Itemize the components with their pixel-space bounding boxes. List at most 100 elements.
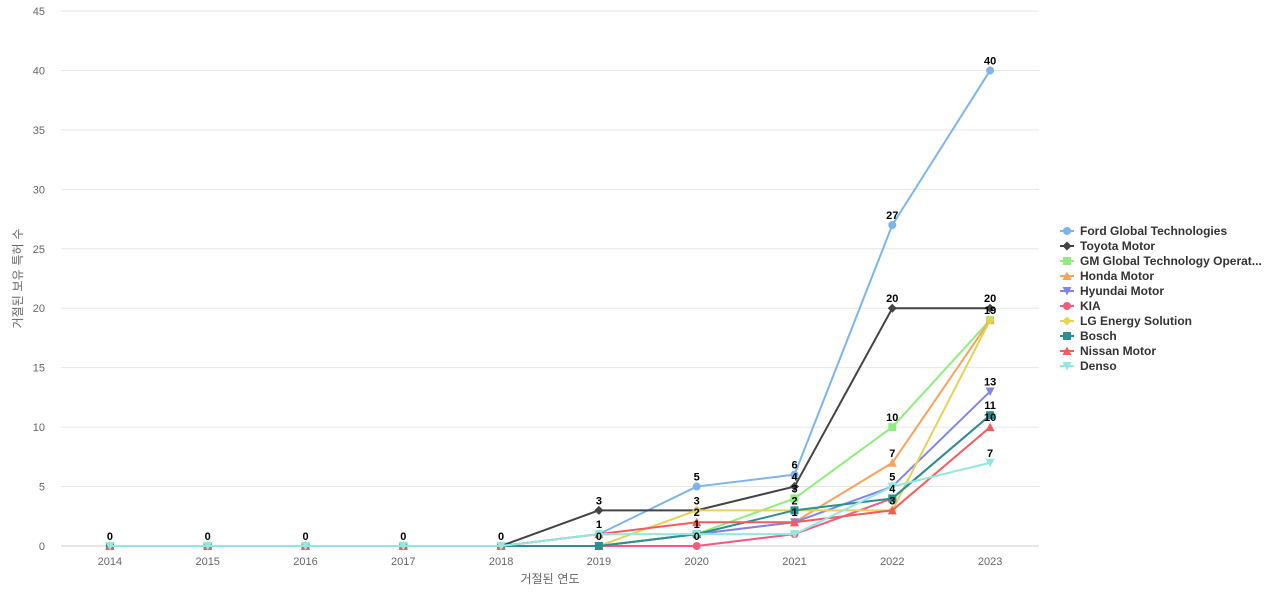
y-tick-label: 25 [33, 244, 45, 256]
legend-marker [1062, 241, 1072, 251]
data-label: 4 [889, 483, 896, 495]
data-point [692, 482, 701, 491]
data-point [594, 542, 603, 550]
y-tick-label: 20 [33, 303, 45, 315]
legend-marker [1063, 332, 1071, 340]
legend-item[interactable]: Denso [1060, 359, 1117, 373]
series-10 [105, 458, 995, 551]
legend-marker [1062, 346, 1072, 355]
data-label: 2 [791, 495, 797, 507]
x-tick-label: 2018 [489, 556, 513, 568]
legend-marker [1062, 271, 1072, 280]
x-axis-title: 거절된 연도 [520, 572, 579, 586]
legend-item[interactable]: Honda Motor [1060, 269, 1154, 283]
data-label: 3 [791, 483, 797, 495]
series-line [109, 414, 991, 547]
data-point [692, 505, 702, 515]
legend-item[interactable]: LG Energy Solution [1060, 314, 1192, 328]
data-label: 1 [596, 519, 602, 531]
y-tick-label: 40 [33, 65, 45, 77]
data-label: 0 [107, 531, 113, 543]
x-tick-label: 2021 [782, 556, 806, 568]
data-point [887, 458, 897, 467]
legend-label: GM Global Technology Operat... [1080, 254, 1262, 268]
data-point [301, 542, 310, 551]
legend-item[interactable]: Bosch [1060, 329, 1117, 343]
data-point [692, 517, 702, 527]
legend-label: Ford Global Technologies [1080, 224, 1227, 238]
series-line [109, 461, 991, 547]
data-label: 2 [694, 507, 700, 519]
legend-label: Honda Motor [1080, 269, 1154, 283]
data-label: 0 [596, 531, 602, 543]
data-label: 0 [694, 531, 700, 543]
data-point [985, 458, 995, 468]
y-tick-label: 15 [33, 363, 45, 375]
data-point [986, 66, 995, 75]
legend-label: Nissan Motor [1080, 344, 1156, 358]
series-line [109, 319, 991, 547]
series-5 [105, 387, 995, 551]
legend-marker [1063, 302, 1071, 310]
legend-marker [1063, 257, 1071, 265]
x-tick-label: 2020 [684, 556, 708, 568]
data-label: 0 [400, 531, 406, 543]
legend-item[interactable]: KIA [1060, 299, 1101, 313]
data-label: 1 [791, 507, 797, 519]
y-axis-ticks: 0 5 10 15 20 25 30 35 40 45 [33, 6, 45, 553]
data-label: 5 [889, 472, 895, 484]
y-tick-label: 0 [39, 541, 45, 553]
data-label: 0 [205, 531, 211, 543]
data-label: 11 [984, 400, 996, 412]
data-point [888, 494, 897, 503]
data-point [790, 517, 799, 527]
x-tick-label: 2015 [195, 556, 219, 568]
y-tick-label: 10 [33, 422, 45, 434]
y-tick-label: 45 [33, 6, 45, 18]
data-point [985, 303, 995, 313]
x-tick-label: 2023 [978, 556, 1002, 568]
legend-item[interactable]: Ford Global Technologies [1060, 224, 1227, 238]
data-point [985, 315, 995, 325]
data-label: 20 [886, 293, 898, 305]
data-point [496, 542, 506, 551]
data-point [986, 411, 995, 420]
data-label: 40 [984, 55, 996, 67]
series-line [109, 319, 991, 547]
data-label: 19 [984, 305, 996, 317]
legend-marker [1062, 287, 1072, 296]
grid-lines [61, 10, 1039, 488]
x-tick-label: 2019 [587, 556, 611, 568]
legend-item[interactable]: Nissan Motor [1060, 344, 1156, 358]
data-label: 7 [987, 448, 993, 460]
data-point [105, 542, 115, 551]
legend-label: Denso [1080, 359, 1117, 373]
data-label: 3 [889, 495, 895, 507]
series-line [109, 390, 991, 547]
data-point [790, 530, 799, 539]
x-tick-label: 2016 [293, 556, 317, 568]
data-point [692, 530, 702, 539]
data-label: 0 [302, 531, 308, 543]
legend-item[interactable]: GM Global Technology Operat... [1060, 254, 1262, 268]
legend-marker [1062, 316, 1072, 326]
data-label: 7 [889, 448, 895, 460]
data-point [790, 470, 799, 479]
data-label: 13 [984, 376, 996, 388]
data-label: 3 [596, 495, 602, 507]
legend-label: KIA [1080, 299, 1101, 313]
x-tick-label: 2017 [391, 556, 415, 568]
legend-marker [1063, 227, 1071, 235]
legend-item[interactable]: Hyundai Motor [1060, 284, 1164, 298]
x-tick-label: 2014 [98, 556, 122, 568]
data-label: 4 [791, 472, 798, 484]
data-label: 3 [694, 495, 700, 507]
series-7 [105, 315, 995, 551]
legend-item[interactable]: Toyota Motor [1060, 239, 1155, 253]
data-point [790, 506, 799, 515]
data-point [888, 221, 897, 229]
data-point [203, 542, 213, 551]
x-tick-label: 2022 [880, 556, 904, 568]
